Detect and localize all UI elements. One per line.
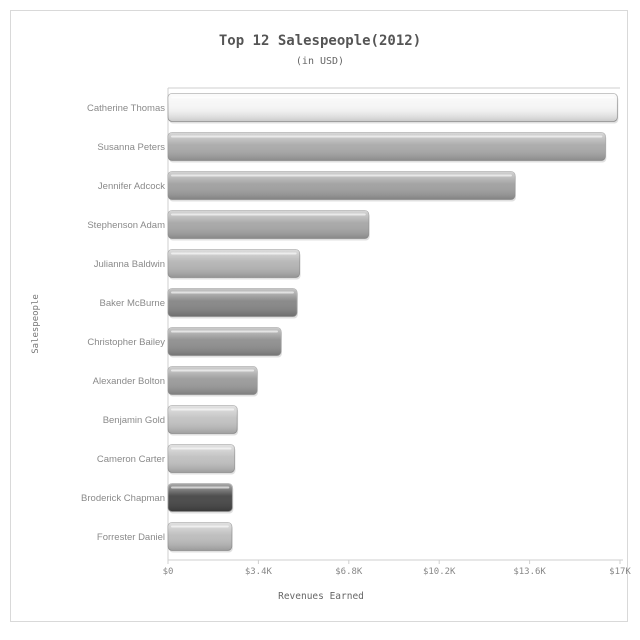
x-tick-label: $3.4K bbox=[245, 567, 273, 577]
category-label: Alexander Bolton bbox=[93, 376, 165, 387]
bar-gloss bbox=[168, 366, 258, 395]
chart-title: Top 12 Salespeople(2012) bbox=[218, 33, 422, 49]
x-axis-ticks: $0 $3.4K $6.8K $10.2K $13.6K $17K bbox=[163, 560, 631, 577]
bar-julianna-baldwin[interactable] bbox=[167, 249, 301, 280]
category-label: Broderick Chapman bbox=[81, 493, 165, 504]
bars-group bbox=[167, 93, 619, 553]
bar-gloss bbox=[168, 483, 233, 512]
category-label: Cameron Carter bbox=[97, 454, 165, 465]
category-label: Julianna Baldwin bbox=[94, 259, 165, 270]
bar-gloss bbox=[168, 522, 232, 551]
category-labels: Catherine Thomas Susanna Peters Jennifer A… bbox=[81, 103, 165, 543]
bar-stephenson-adam[interactable] bbox=[167, 210, 370, 241]
x-tick-label: $6.8K bbox=[335, 567, 363, 577]
bar-broderick-chapman[interactable] bbox=[167, 483, 234, 514]
bar-cameron-carter[interactable] bbox=[167, 444, 236, 475]
category-label: Benjamin Gold bbox=[103, 415, 165, 426]
x-axis-title: Revenues Earned bbox=[278, 591, 364, 602]
category-label: Christopher Bailey bbox=[87, 337, 165, 348]
bar-gloss bbox=[168, 249, 300, 278]
x-tick-label: $10.2K bbox=[423, 567, 456, 577]
bar-gloss bbox=[168, 93, 618, 122]
bar-susanna-peters[interactable] bbox=[167, 132, 607, 163]
category-label: Forrester Daniel bbox=[97, 532, 165, 543]
category-label: Stephenson Adam bbox=[87, 220, 165, 231]
x-tick-label: $0 bbox=[163, 567, 174, 577]
bar-gloss bbox=[168, 405, 238, 434]
x-tick-label: $13.6K bbox=[513, 567, 546, 577]
bar-gloss bbox=[168, 132, 606, 161]
bar-gloss bbox=[168, 171, 515, 200]
bar-benjamin-gold[interactable] bbox=[167, 405, 239, 436]
bar-alexander-bolton[interactable] bbox=[167, 366, 259, 397]
bar-forrester-daniel[interactable] bbox=[167, 522, 233, 553]
x-tick-label: $17K bbox=[609, 567, 631, 577]
bar-christopher-bailey[interactable] bbox=[167, 327, 282, 358]
category-label: Baker McBurne bbox=[100, 298, 165, 309]
bar-catherine-thomas[interactable] bbox=[167, 93, 619, 124]
bar-gloss bbox=[168, 444, 235, 473]
category-label: Susanna Peters bbox=[97, 142, 165, 153]
chart-subtitle: (in USD) bbox=[295, 56, 345, 67]
category-label: Jennifer Adcock bbox=[98, 181, 165, 192]
category-label: Catherine Thomas bbox=[87, 103, 165, 114]
bar-jennifer-adcock[interactable] bbox=[167, 171, 516, 202]
bar-gloss bbox=[168, 210, 369, 239]
bar-gloss bbox=[168, 327, 281, 356]
bar-gloss bbox=[168, 288, 297, 317]
y-axis-title: Salespeople bbox=[31, 294, 41, 354]
bar-baker-mcburne[interactable] bbox=[167, 288, 298, 319]
